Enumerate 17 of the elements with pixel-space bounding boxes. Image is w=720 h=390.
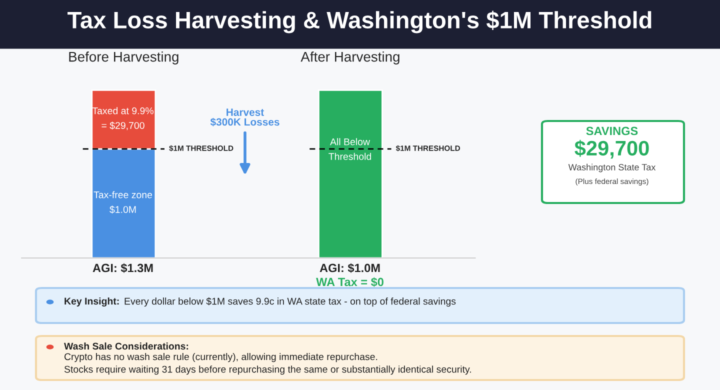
text: SAVINGS: [586, 126, 638, 136]
text: AGI: $1.3M: [92, 263, 153, 273]
x-tick-label: Before Harvesting: [69, 51, 178, 64]
text: Every dollar below $1M saves 9.9c in WA state tax - on top of federal savings: [124, 297, 456, 307]
text: AGI: $1.0M: [320, 263, 380, 273]
text: WA Tax = $0: [316, 277, 384, 287]
text: Crypto has no wash sale rule (currently), allowing immediate repurchase. Stocks require waiting 31 days before repurchasing the same or substantially identical security.: [64, 353, 471, 375]
annotation: Taxed at 9.9% = $29,700: [92, 107, 154, 130]
chart-title: Tax Loss Harvesting & Washington's $1M Threshold: [68, 10, 652, 34]
text: Washington State Tax: [568, 164, 656, 172]
annotation: All Below Threshold: [328, 138, 371, 160]
text: Wash Sale Considerations:: [64, 342, 188, 350]
text: $29,700: [574, 140, 649, 159]
x-tick-label: After Harvesting: [300, 51, 400, 64]
text: Key Insight:: [64, 297, 119, 307]
annotation: Harvest $300K Losses: [210, 108, 280, 126]
annotation: Tax-free zone $1.0M: [94, 191, 152, 214]
